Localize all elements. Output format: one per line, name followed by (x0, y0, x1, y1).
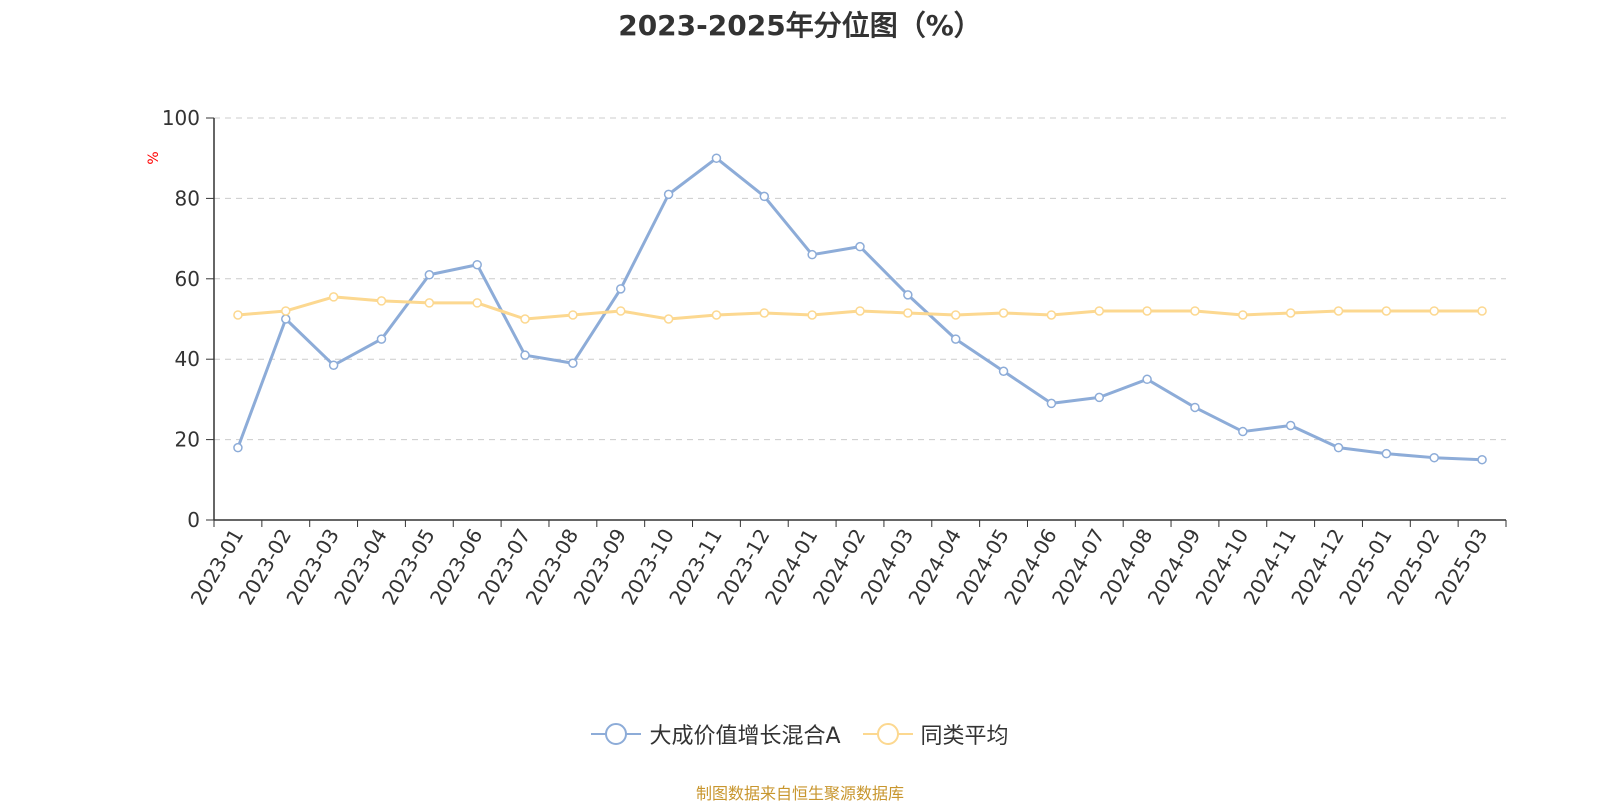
legend-item-average[interactable]: 同类平均 (862, 718, 1009, 750)
data-point-0-2025-03[interactable] (1477, 454, 1487, 465)
data-point-1-2023-02[interactable] (281, 306, 291, 316)
data-point-1-2024-09[interactable] (1190, 306, 1200, 316)
data-point-1-2024-01[interactable] (807, 310, 817, 320)
data-point-1-2024-12[interactable] (1333, 306, 1344, 316)
y-tick-label-20: 20 (175, 428, 200, 452)
data-point-1-2023-08[interactable] (568, 310, 578, 320)
data-point-1-2023-04[interactable] (376, 296, 387, 306)
data-point-1-2023-06[interactable] (472, 298, 482, 308)
data-point-1-2024-02[interactable] (855, 306, 865, 316)
data-point-1-2025-03[interactable] (1477, 306, 1487, 316)
data-point-1-2024-11[interactable] (1285, 308, 1296, 318)
data-point-0-2025-01[interactable] (1381, 448, 1392, 459)
data-point-1-2023-01[interactable] (233, 310, 243, 320)
data-point-0-2023-01[interactable] (233, 442, 243, 453)
axes: 0204060801002023-012023-022023-032023-04… (162, 106, 1507, 609)
data-point-0-2023-08[interactable] (568, 358, 578, 368)
data-point-0-2025-02[interactable] (1429, 452, 1439, 463)
data-point-1-2025-01[interactable] (1381, 306, 1392, 316)
data-point-0-2024-01[interactable] (807, 249, 817, 260)
data-point-0-2024-03[interactable] (903, 290, 913, 300)
data-point-0-2024-10[interactable] (1238, 426, 1248, 437)
y-tick-label-80: 80 (175, 186, 200, 210)
data-point-0-2023-04[interactable] (376, 334, 387, 344)
chart-title: 2023-2025年分位图（%） (618, 9, 982, 42)
legend-label-fund: 大成价值增长混合A (649, 724, 841, 749)
data-point-1-2024-06[interactable] (1046, 310, 1057, 320)
y-tick-label-0: 0 (187, 508, 200, 532)
data-point-0-2023-10[interactable] (663, 189, 674, 200)
data-point-0-2024-12[interactable] (1333, 442, 1344, 453)
legend-marker-fund (591, 723, 642, 745)
data-point-1-2023-11[interactable] (711, 310, 722, 320)
data-point-0-2023-02[interactable] (281, 314, 291, 324)
y-tick-label-100: 100 (162, 106, 200, 130)
data-point-0-2023-03[interactable] (328, 360, 339, 370)
data-point-1-2024-03[interactable] (903, 308, 913, 318)
data-point-0-2023-05[interactable] (424, 270, 435, 280)
series-points (233, 153, 1487, 465)
data-point-1-2023-12[interactable] (759, 308, 770, 318)
data-point-0-2024-09[interactable] (1190, 402, 1200, 413)
data-point-1-2023-03[interactable] (328, 292, 339, 302)
data-point-0-2024-06[interactable] (1046, 398, 1057, 409)
data-point-0-2023-11[interactable] (711, 153, 722, 163)
data-point-1-2024-08[interactable] (1142, 306, 1152, 316)
data-point-1-2025-02[interactable] (1429, 306, 1439, 316)
source-note: 制图数据来自恒生聚源数据库 (695, 784, 904, 803)
legend-label-average: 同类平均 (920, 724, 1009, 749)
data-point-1-2023-07[interactable] (520, 314, 530, 324)
data-point-0-2023-09[interactable] (615, 284, 626, 294)
data-point-1-2023-10[interactable] (663, 314, 674, 324)
data-point-0-2024-02[interactable] (855, 241, 865, 252)
data-point-1-2024-07[interactable] (1094, 306, 1105, 316)
data-point-1-2024-04[interactable] (950, 310, 961, 320)
data-point-1-2023-05[interactable] (424, 298, 435, 308)
legend-marker-average (862, 723, 913, 745)
data-point-0-2023-07[interactable] (520, 350, 530, 360)
data-point-0-2023-06[interactable] (472, 259, 482, 270)
y-tick-label-40: 40 (175, 347, 200, 371)
data-point-1-2023-09[interactable] (615, 306, 626, 316)
grid-lines (214, 117, 1506, 441)
legend-item-fund[interactable]: 大成价值增长混合A (591, 718, 841, 750)
data-point-0-2024-08[interactable] (1142, 374, 1152, 385)
legend: 大成价值增长混合A 同类平均 (0, 718, 1600, 750)
data-point-0-2024-11[interactable] (1285, 420, 1296, 431)
data-point-0-2024-07[interactable] (1094, 392, 1105, 403)
y-tick-label-60: 60 (175, 267, 200, 291)
data-point-1-2024-10[interactable] (1238, 310, 1248, 320)
data-point-0-2023-12[interactable] (759, 191, 770, 202)
data-point-1-2024-05[interactable] (998, 308, 1009, 318)
y-axis-label: % (146, 151, 162, 164)
data-point-0-2024-05[interactable] (998, 366, 1009, 377)
data-point-0-2024-04[interactable] (950, 334, 961, 344)
